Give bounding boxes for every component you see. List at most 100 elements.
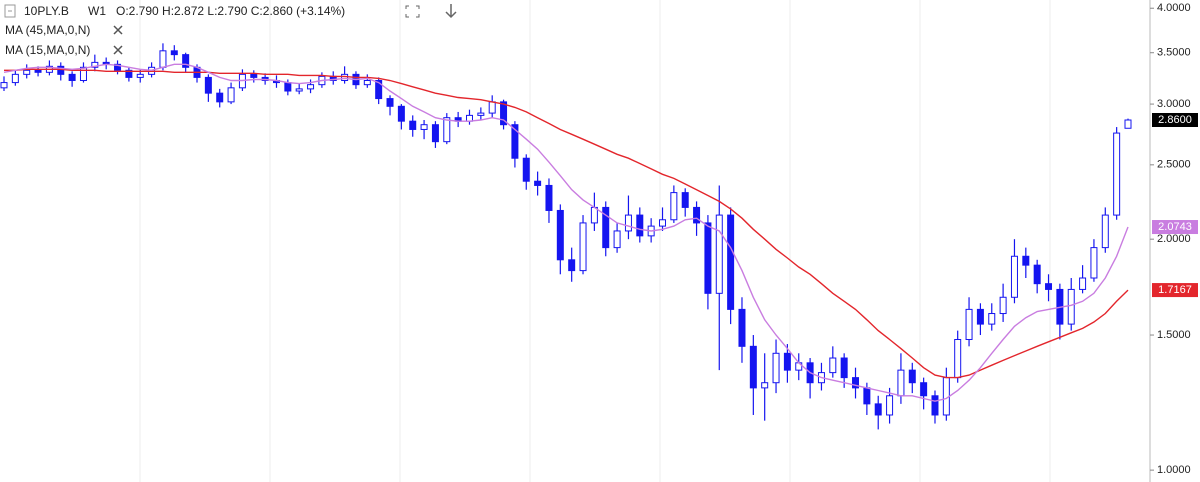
symbol: 10PLY.B bbox=[24, 4, 69, 18]
candle-body bbox=[420, 124, 428, 130]
candle-body bbox=[727, 214, 735, 310]
candle-body bbox=[976, 308, 984, 325]
candle-body bbox=[488, 101, 496, 114]
candle-body bbox=[931, 395, 939, 416]
candle-body bbox=[749, 345, 757, 389]
candle-body bbox=[341, 73, 349, 82]
candle-body bbox=[522, 157, 530, 182]
candle-body bbox=[295, 88, 303, 92]
candle-body bbox=[1022, 255, 1030, 266]
candle-body bbox=[1090, 247, 1098, 279]
candle-body bbox=[772, 352, 780, 384]
candle-body bbox=[1124, 119, 1132, 129]
candle-body bbox=[874, 403, 882, 416]
price-tag bbox=[1152, 113, 1198, 128]
candle-body bbox=[1010, 255, 1018, 298]
candle-body bbox=[590, 206, 598, 224]
candle-body bbox=[886, 395, 894, 416]
candle-body bbox=[840, 357, 848, 379]
ohlc-text: O:2.790 H:2.872 L:2.790 C:2.860 (+3.14%) bbox=[116, 4, 345, 18]
y-tick-label: 2.5000 bbox=[1157, 159, 1191, 171]
candle-body bbox=[204, 76, 212, 94]
candle-body bbox=[477, 112, 485, 116]
candle-body bbox=[500, 101, 508, 126]
candle-body bbox=[670, 192, 678, 221]
candle-body bbox=[1045, 283, 1053, 290]
candle-body bbox=[602, 206, 610, 249]
candle-body bbox=[829, 357, 837, 374]
plot bbox=[0, 43, 1132, 430]
down-icon[interactable] bbox=[445, 4, 457, 19]
candle-body bbox=[954, 339, 962, 379]
ma-line bbox=[3, 63, 1129, 402]
candle-body bbox=[704, 222, 712, 294]
candle-body bbox=[613, 230, 621, 249]
candle-body bbox=[624, 214, 632, 232]
candle-body bbox=[761, 382, 769, 389]
candle-body bbox=[68, 73, 76, 82]
candle-body bbox=[34, 69, 42, 73]
candle-body bbox=[920, 382, 928, 397]
candle-body bbox=[636, 214, 644, 237]
remove-icon[interactable] bbox=[113, 25, 123, 35]
y-tick-label: 1.0000 bbox=[1157, 464, 1191, 476]
price-tag bbox=[1152, 283, 1198, 298]
candle-body bbox=[284, 82, 292, 92]
price-tag-label: 2.0743 bbox=[1158, 221, 1192, 233]
price-tag bbox=[1152, 220, 1198, 235]
down-glyph bbox=[445, 4, 457, 19]
candle-body bbox=[1079, 277, 1087, 290]
candle-body bbox=[1033, 264, 1041, 285]
candle-body bbox=[556, 209, 564, 261]
candle-body bbox=[1101, 214, 1109, 249]
y-tick-label: 4.0000 bbox=[1157, 2, 1191, 14]
candle-body bbox=[738, 308, 746, 347]
y-tick-label: 1.5000 bbox=[1157, 329, 1191, 341]
candle-body bbox=[182, 54, 190, 68]
candle-body bbox=[375, 80, 383, 100]
candle-body bbox=[579, 222, 587, 272]
expand-icon[interactable] bbox=[405, 5, 420, 18]
candle-body bbox=[136, 73, 144, 78]
candle-body bbox=[159, 50, 167, 68]
remove-icon[interactable] bbox=[113, 45, 123, 55]
candle-body bbox=[1067, 288, 1075, 325]
y-tick-label: 2.0000 bbox=[1157, 233, 1191, 245]
candle-body bbox=[908, 369, 916, 384]
y-tick-label: 3.0000 bbox=[1157, 98, 1191, 110]
candle-body bbox=[783, 352, 791, 371]
expand-glyph bbox=[405, 5, 420, 18]
candle-body bbox=[11, 73, 19, 84]
price-tag-label: 2.8600 bbox=[1158, 114, 1192, 126]
candle-body bbox=[897, 369, 905, 397]
candle-body bbox=[0, 82, 8, 89]
candle-body bbox=[125, 69, 133, 78]
candle-body bbox=[511, 124, 519, 159]
candle-body bbox=[681, 192, 689, 208]
candle-body bbox=[659, 219, 667, 227]
candle-body bbox=[443, 117, 451, 143]
candle-body bbox=[999, 296, 1007, 315]
collapse-icon[interactable] bbox=[4, 4, 16, 18]
candle-body bbox=[852, 377, 860, 389]
candle-body bbox=[397, 105, 405, 122]
price-tag-label: 1.7167 bbox=[1158, 284, 1192, 296]
vertical-grid bbox=[139, 0, 1051, 482]
candle-body bbox=[216, 92, 224, 103]
candle-body bbox=[988, 313, 996, 325]
candle-body bbox=[386, 98, 394, 107]
ma-line bbox=[4, 68, 1129, 379]
candle-body bbox=[79, 66, 87, 82]
candle-body bbox=[965, 308, 973, 341]
candle-body bbox=[431, 124, 439, 143]
candle-body bbox=[715, 214, 723, 294]
ma-legend: MA (15,MA,0,N) bbox=[5, 43, 90, 57]
candle-body bbox=[250, 73, 258, 78]
candle-body bbox=[363, 80, 371, 86]
header: 10PLY.B W1 O:2.790 H:2.872 L:2.790 C:2.8… bbox=[4, 4, 457, 57]
candle-body bbox=[534, 180, 542, 186]
candle-body bbox=[863, 387, 871, 405]
candle-body bbox=[1113, 132, 1121, 216]
y-tick-label: 3.5000 bbox=[1157, 47, 1191, 59]
